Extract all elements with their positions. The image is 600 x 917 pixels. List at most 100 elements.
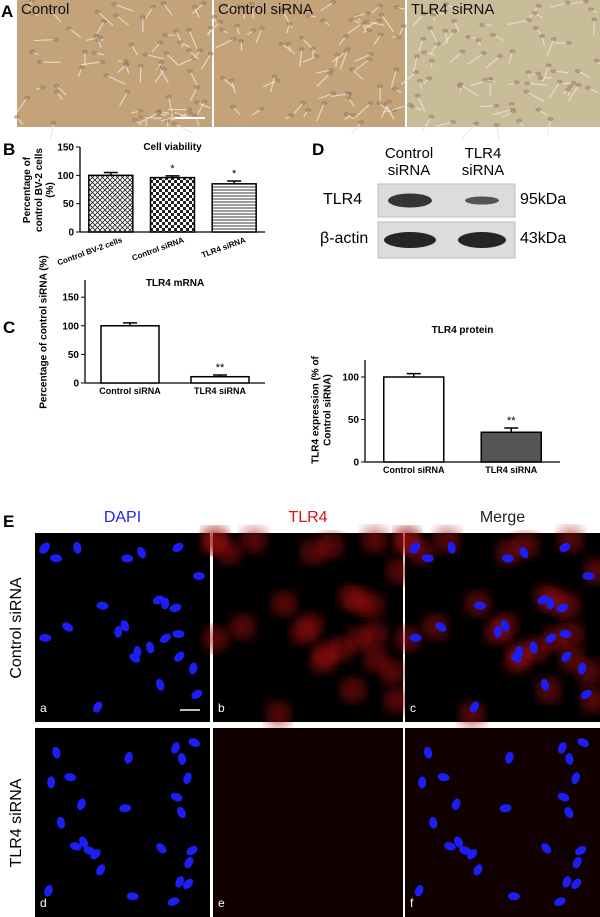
nucleus — [414, 884, 424, 897]
cell-process — [392, 104, 410, 111]
cell-body — [24, 95, 31, 100]
cell-body — [165, 95, 172, 100]
y-axis-label: TLR4 expression (% of Control siRNA) — [310, 356, 334, 464]
blot-band — [384, 232, 436, 248]
significance-mark: ** — [216, 362, 225, 374]
cell-body — [103, 73, 110, 78]
error-bar — [504, 427, 519, 433]
y-axis-label: Percentage of control siRNA (%) — [38, 255, 50, 409]
cell-body — [211, 14, 218, 19]
nucleus — [69, 842, 82, 851]
panel-letter: A — [1, 2, 14, 21]
cell-body — [131, 118, 138, 123]
y-tick-label: 100 — [342, 373, 359, 384]
cell-process — [549, 81, 561, 99]
y-tick-label: 50 — [348, 415, 360, 426]
nucleus — [191, 689, 203, 700]
cell-process — [354, 58, 371, 72]
cell-body — [91, 50, 98, 55]
cell-body — [186, 68, 193, 73]
cell-body — [139, 15, 146, 20]
cell-body — [545, 63, 552, 68]
cell-body — [385, 99, 392, 104]
cell-body — [427, 26, 434, 31]
cell-process — [527, 82, 549, 86]
cell-body — [99, 59, 106, 64]
cell-body — [150, 4, 157, 9]
cell-body — [53, 89, 60, 94]
cell-process — [339, 49, 349, 70]
tlr4-stain — [512, 532, 539, 559]
nucleus — [121, 554, 134, 563]
nucleus — [93, 701, 103, 713]
channel-label: DAPI — [103, 509, 142, 526]
cell-process — [442, 30, 455, 46]
cell-process — [332, 51, 347, 63]
cell-body — [186, 27, 193, 32]
nucleus — [137, 546, 146, 559]
cell-process — [139, 111, 160, 124]
cell-body — [305, 13, 312, 18]
cell-body — [101, 19, 108, 24]
micrograph-label: TLR4 siRNA — [411, 1, 495, 18]
cell-body — [94, 37, 101, 42]
nucleus — [501, 554, 514, 563]
cell-body — [493, 123, 500, 128]
image-label: a — [40, 701, 47, 715]
cell-process — [158, 67, 169, 84]
chart-title: Cell viability — [143, 142, 202, 153]
nucleus — [182, 878, 194, 890]
y-tick-label: 0 — [73, 379, 79, 390]
nucleus — [133, 645, 142, 658]
cell-body — [345, 91, 352, 96]
cell-body — [286, 21, 293, 26]
cell-body — [413, 70, 420, 75]
cell-body — [416, 78, 423, 83]
error-bar — [406, 372, 421, 377]
nucleus — [62, 622, 74, 632]
cell-process — [105, 74, 126, 85]
cell-process — [49, 122, 55, 140]
bar — [190, 375, 250, 384]
x-tick-label: TLR4 siRNA — [200, 235, 247, 259]
cell-body — [535, 107, 542, 112]
cell-body — [330, 0, 337, 5]
cell-process — [381, 14, 394, 33]
cell-body — [524, 81, 531, 86]
cell-body — [376, 18, 383, 23]
cell-body — [258, 26, 265, 31]
y-tick-label: 0 — [353, 458, 359, 469]
error-bar — [123, 322, 137, 326]
nucleus — [435, 622, 447, 632]
nucleus — [418, 776, 427, 789]
cell-body — [197, 48, 204, 53]
cell-body — [53, 83, 60, 88]
cell-body — [459, 49, 466, 54]
cell-body — [328, 68, 335, 73]
cell-process — [16, 97, 28, 113]
cell-body — [14, 114, 21, 119]
cell-body — [516, 118, 523, 123]
micrograph — [214, 0, 405, 127]
nucleus — [529, 641, 538, 654]
nucleus — [572, 857, 582, 869]
row-label: TLR4 siRNA — [7, 778, 25, 867]
cell-process — [461, 123, 477, 140]
nucleus — [145, 641, 155, 654]
nucleus — [40, 542, 50, 554]
cell-body — [238, 39, 245, 44]
cell-body — [230, 104, 237, 109]
cell-process — [49, 9, 62, 23]
tlr4-stain — [434, 527, 461, 554]
cell-body — [234, 23, 241, 28]
cell-process — [485, 55, 501, 69]
panel-letter: E — [3, 512, 15, 531]
cell-process — [567, 84, 580, 102]
nucleus — [467, 849, 478, 860]
cell-process — [141, 116, 162, 120]
x-tick-label: Control BV-2 cells — [56, 235, 124, 267]
nucleus — [52, 746, 61, 759]
tlr4-stain — [383, 687, 410, 714]
cell-body — [124, 89, 131, 94]
cell-body — [171, 121, 178, 126]
